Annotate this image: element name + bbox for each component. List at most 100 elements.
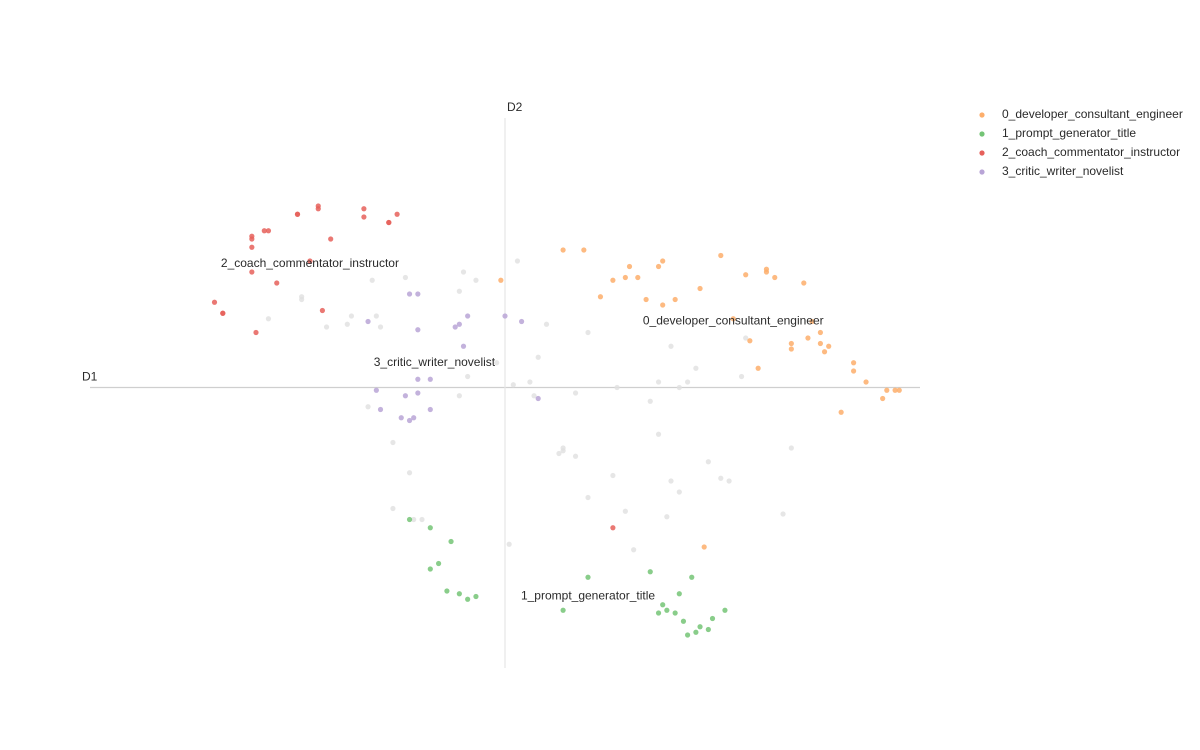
- point: [655, 431, 662, 437]
- point: [597, 294, 604, 300]
- point: [220, 310, 226, 316]
- point: [863, 379, 869, 385]
- point: [676, 591, 682, 597]
- point: [319, 307, 325, 314]
- point: [668, 343, 674, 349]
- point: [436, 560, 442, 567]
- point: [560, 607, 566, 613]
- point: [465, 373, 471, 380]
- point: [406, 417, 413, 424]
- point: [738, 373, 745, 380]
- point: [705, 459, 711, 465]
- point: [660, 602, 666, 608]
- legend-label: 1_prompt_generator_title: [1002, 126, 1136, 140]
- point: [460, 269, 467, 275]
- point: [726, 478, 732, 484]
- point: [880, 395, 886, 402]
- legend-marker: [979, 131, 985, 137]
- point: [265, 228, 272, 234]
- point: [328, 236, 334, 242]
- point: [361, 214, 367, 220]
- point: [531, 393, 537, 399]
- point: [655, 610, 662, 616]
- point: [647, 398, 653, 404]
- point: [664, 607, 670, 613]
- point: [274, 280, 280, 286]
- point: [365, 404, 371, 410]
- point: [556, 450, 562, 457]
- point: [211, 299, 218, 305]
- y-axis-label: D2: [507, 100, 523, 114]
- point: [415, 291, 421, 297]
- point: [705, 626, 711, 633]
- point: [697, 285, 703, 292]
- point: [693, 365, 699, 371]
- cluster-label: 3_critic_writer_novelist: [374, 355, 496, 369]
- point: [689, 574, 695, 580]
- point: [722, 607, 728, 613]
- point: [805, 335, 811, 341]
- point: [406, 516, 413, 523]
- point: [884, 387, 890, 393]
- point: [635, 274, 641, 281]
- point: [614, 384, 620, 391]
- point: [427, 525, 433, 531]
- point: [473, 593, 479, 600]
- point: [519, 318, 525, 325]
- point: [801, 280, 807, 286]
- point: [373, 313, 379, 319]
- legend-marker: [979, 112, 985, 118]
- point: [390, 505, 396, 512]
- point: [361, 206, 367, 212]
- point: [406, 291, 413, 297]
- point: [411, 415, 417, 421]
- point: [560, 247, 566, 253]
- point: [307, 258, 313, 264]
- point: [821, 349, 828, 355]
- point: [572, 390, 579, 396]
- x-axis-label: D1: [82, 370, 98, 384]
- point: [763, 266, 770, 272]
- legend: 0_developer_consultant_engineer 1_prompt_…: [979, 107, 1183, 178]
- point: [535, 354, 541, 360]
- point: [452, 324, 458, 330]
- point: [456, 393, 462, 399]
- point: [373, 387, 379, 393]
- point: [294, 211, 301, 217]
- point: [402, 393, 408, 399]
- point: [685, 632, 691, 638]
- point: [249, 236, 255, 242]
- points: [211, 203, 902, 638]
- point: [510, 382, 516, 388]
- point: [655, 263, 662, 270]
- point: [581, 247, 587, 253]
- point: [851, 368, 857, 374]
- point: [647, 569, 653, 575]
- point: [730, 316, 736, 322]
- point: [390, 439, 396, 446]
- cluster-label: 0_developer_consultant_engineer: [643, 314, 824, 328]
- point: [718, 475, 724, 481]
- point: [494, 360, 500, 366]
- point: [444, 588, 450, 594]
- point: [772, 274, 778, 281]
- point: [249, 269, 255, 275]
- point: [572, 453, 579, 459]
- point: [456, 591, 462, 597]
- point: [427, 376, 433, 382]
- point: [610, 277, 616, 283]
- point: [415, 327, 421, 333]
- point: [427, 566, 433, 572]
- point: [755, 365, 761, 371]
- point: [809, 318, 815, 325]
- point: [622, 274, 628, 281]
- legend-label: 2_coach_commentator_instructor: [1002, 145, 1180, 159]
- point: [788, 346, 794, 352]
- point: [668, 478, 674, 484]
- point: [369, 277, 375, 283]
- point: [660, 258, 666, 264]
- point: [780, 511, 786, 517]
- point: [817, 340, 824, 347]
- point: [743, 335, 749, 341]
